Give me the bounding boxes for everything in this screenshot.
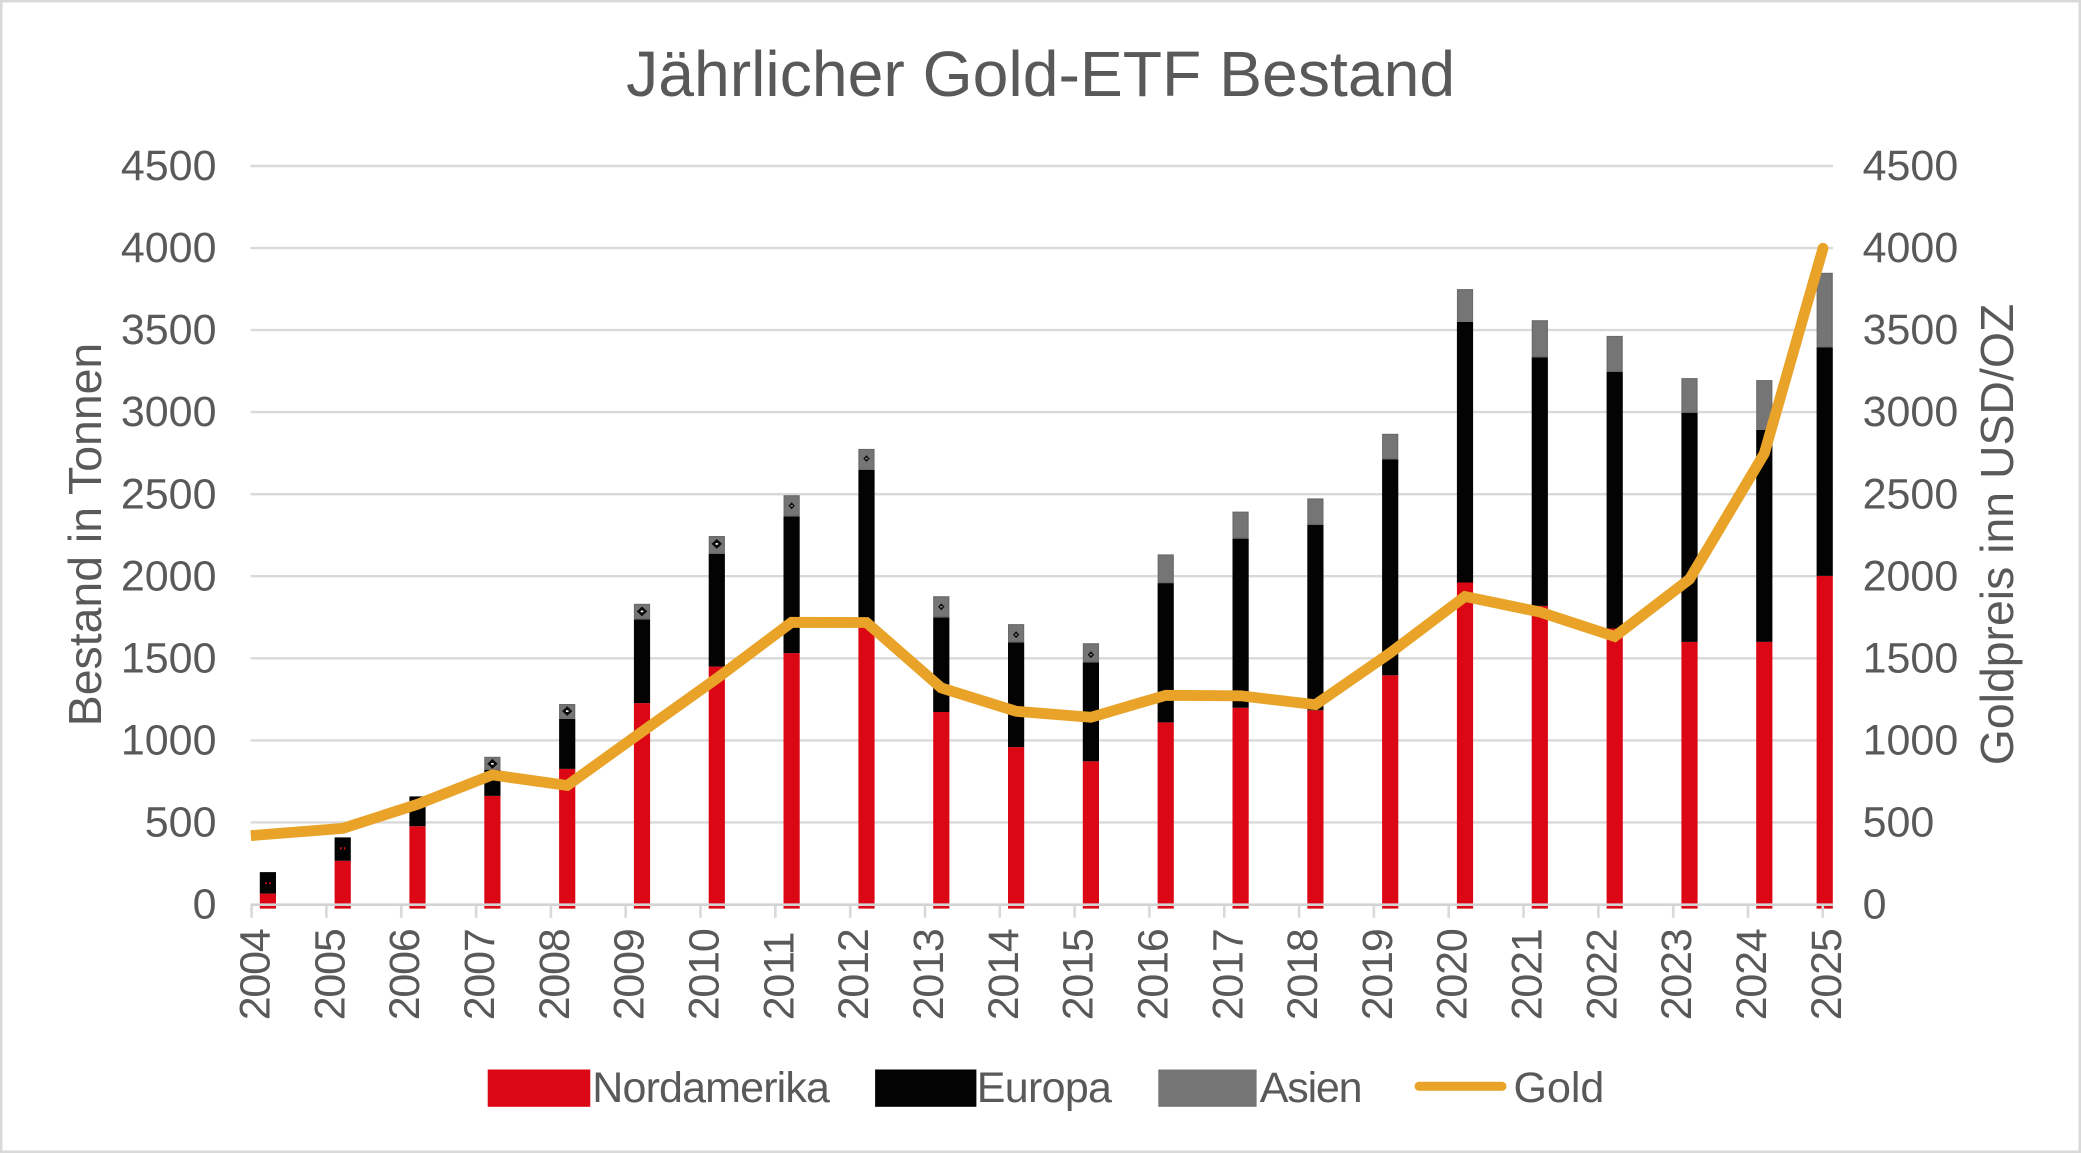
- svg-text:4000: 4000: [1863, 224, 1959, 272]
- svg-text:3000: 3000: [121, 388, 217, 436]
- svg-text:3500: 3500: [121, 306, 217, 354]
- svg-text:2019: 2019: [1354, 929, 1402, 1020]
- svg-text:2011: 2011: [755, 933, 803, 1021]
- svg-text:1500: 1500: [1863, 634, 1959, 682]
- svg-text:4500: 4500: [121, 142, 217, 190]
- svg-text:2010: 2010: [681, 929, 729, 1020]
- svg-text:2020: 2020: [1429, 929, 1477, 1020]
- svg-text:2012: 2012: [830, 929, 878, 1020]
- svg-text:Nordamerika: Nordamerika: [592, 1064, 830, 1112]
- svg-text:2500: 2500: [1863, 470, 1959, 518]
- svg-text:Gold: Gold: [1514, 1064, 1605, 1112]
- svg-text:500: 500: [1863, 798, 1935, 846]
- svg-text:2025: 2025: [1803, 929, 1851, 1020]
- svg-text:Goldpreis inn USD/OZ: Goldpreis inn USD/OZ: [1971, 304, 2023, 765]
- svg-text:2008: 2008: [531, 929, 579, 1020]
- svg-text:2014: 2014: [980, 929, 1028, 1020]
- svg-text:0: 0: [193, 880, 217, 928]
- svg-text:0: 0: [1863, 880, 1887, 928]
- svg-text:1000: 1000: [1863, 716, 1959, 764]
- svg-text:2000: 2000: [121, 552, 217, 600]
- svg-text:2006: 2006: [381, 929, 429, 1020]
- svg-text:2018: 2018: [1279, 929, 1327, 1020]
- svg-text:2023: 2023: [1653, 929, 1701, 1020]
- svg-text:2500: 2500: [121, 470, 217, 518]
- svg-text:2024: 2024: [1728, 929, 1776, 1020]
- svg-text:3500: 3500: [1863, 306, 1959, 354]
- svg-text:2017: 2017: [1204, 929, 1252, 1020]
- svg-text:Bestand in Tonnen: Bestand in Tonnen: [59, 343, 111, 726]
- svg-text:2016: 2016: [1129, 929, 1177, 1020]
- svg-text:500: 500: [145, 798, 217, 846]
- svg-text:2021: 2021: [1504, 929, 1552, 1020]
- svg-text:2022: 2022: [1578, 929, 1626, 1020]
- svg-text:1000: 1000: [121, 716, 217, 764]
- svg-text:2007: 2007: [456, 929, 504, 1020]
- svg-text:2015: 2015: [1055, 929, 1103, 1020]
- svg-text:2000: 2000: [1863, 552, 1959, 600]
- svg-text:2009: 2009: [606, 929, 654, 1020]
- svg-text:1500: 1500: [121, 634, 217, 682]
- svg-text:4500: 4500: [1863, 142, 1959, 190]
- svg-text:2004: 2004: [232, 929, 280, 1020]
- svg-text:Europa: Europa: [977, 1064, 1112, 1112]
- svg-text:Asien: Asien: [1260, 1064, 1362, 1112]
- svg-text:4000: 4000: [121, 224, 217, 272]
- svg-text:Jährlicher Gold-ETF Bestand: Jährlicher Gold-ETF Bestand: [626, 38, 1455, 110]
- svg-text:2013: 2013: [905, 929, 953, 1020]
- svg-text:3000: 3000: [1863, 388, 1959, 436]
- svg-text:2005: 2005: [306, 929, 354, 1020]
